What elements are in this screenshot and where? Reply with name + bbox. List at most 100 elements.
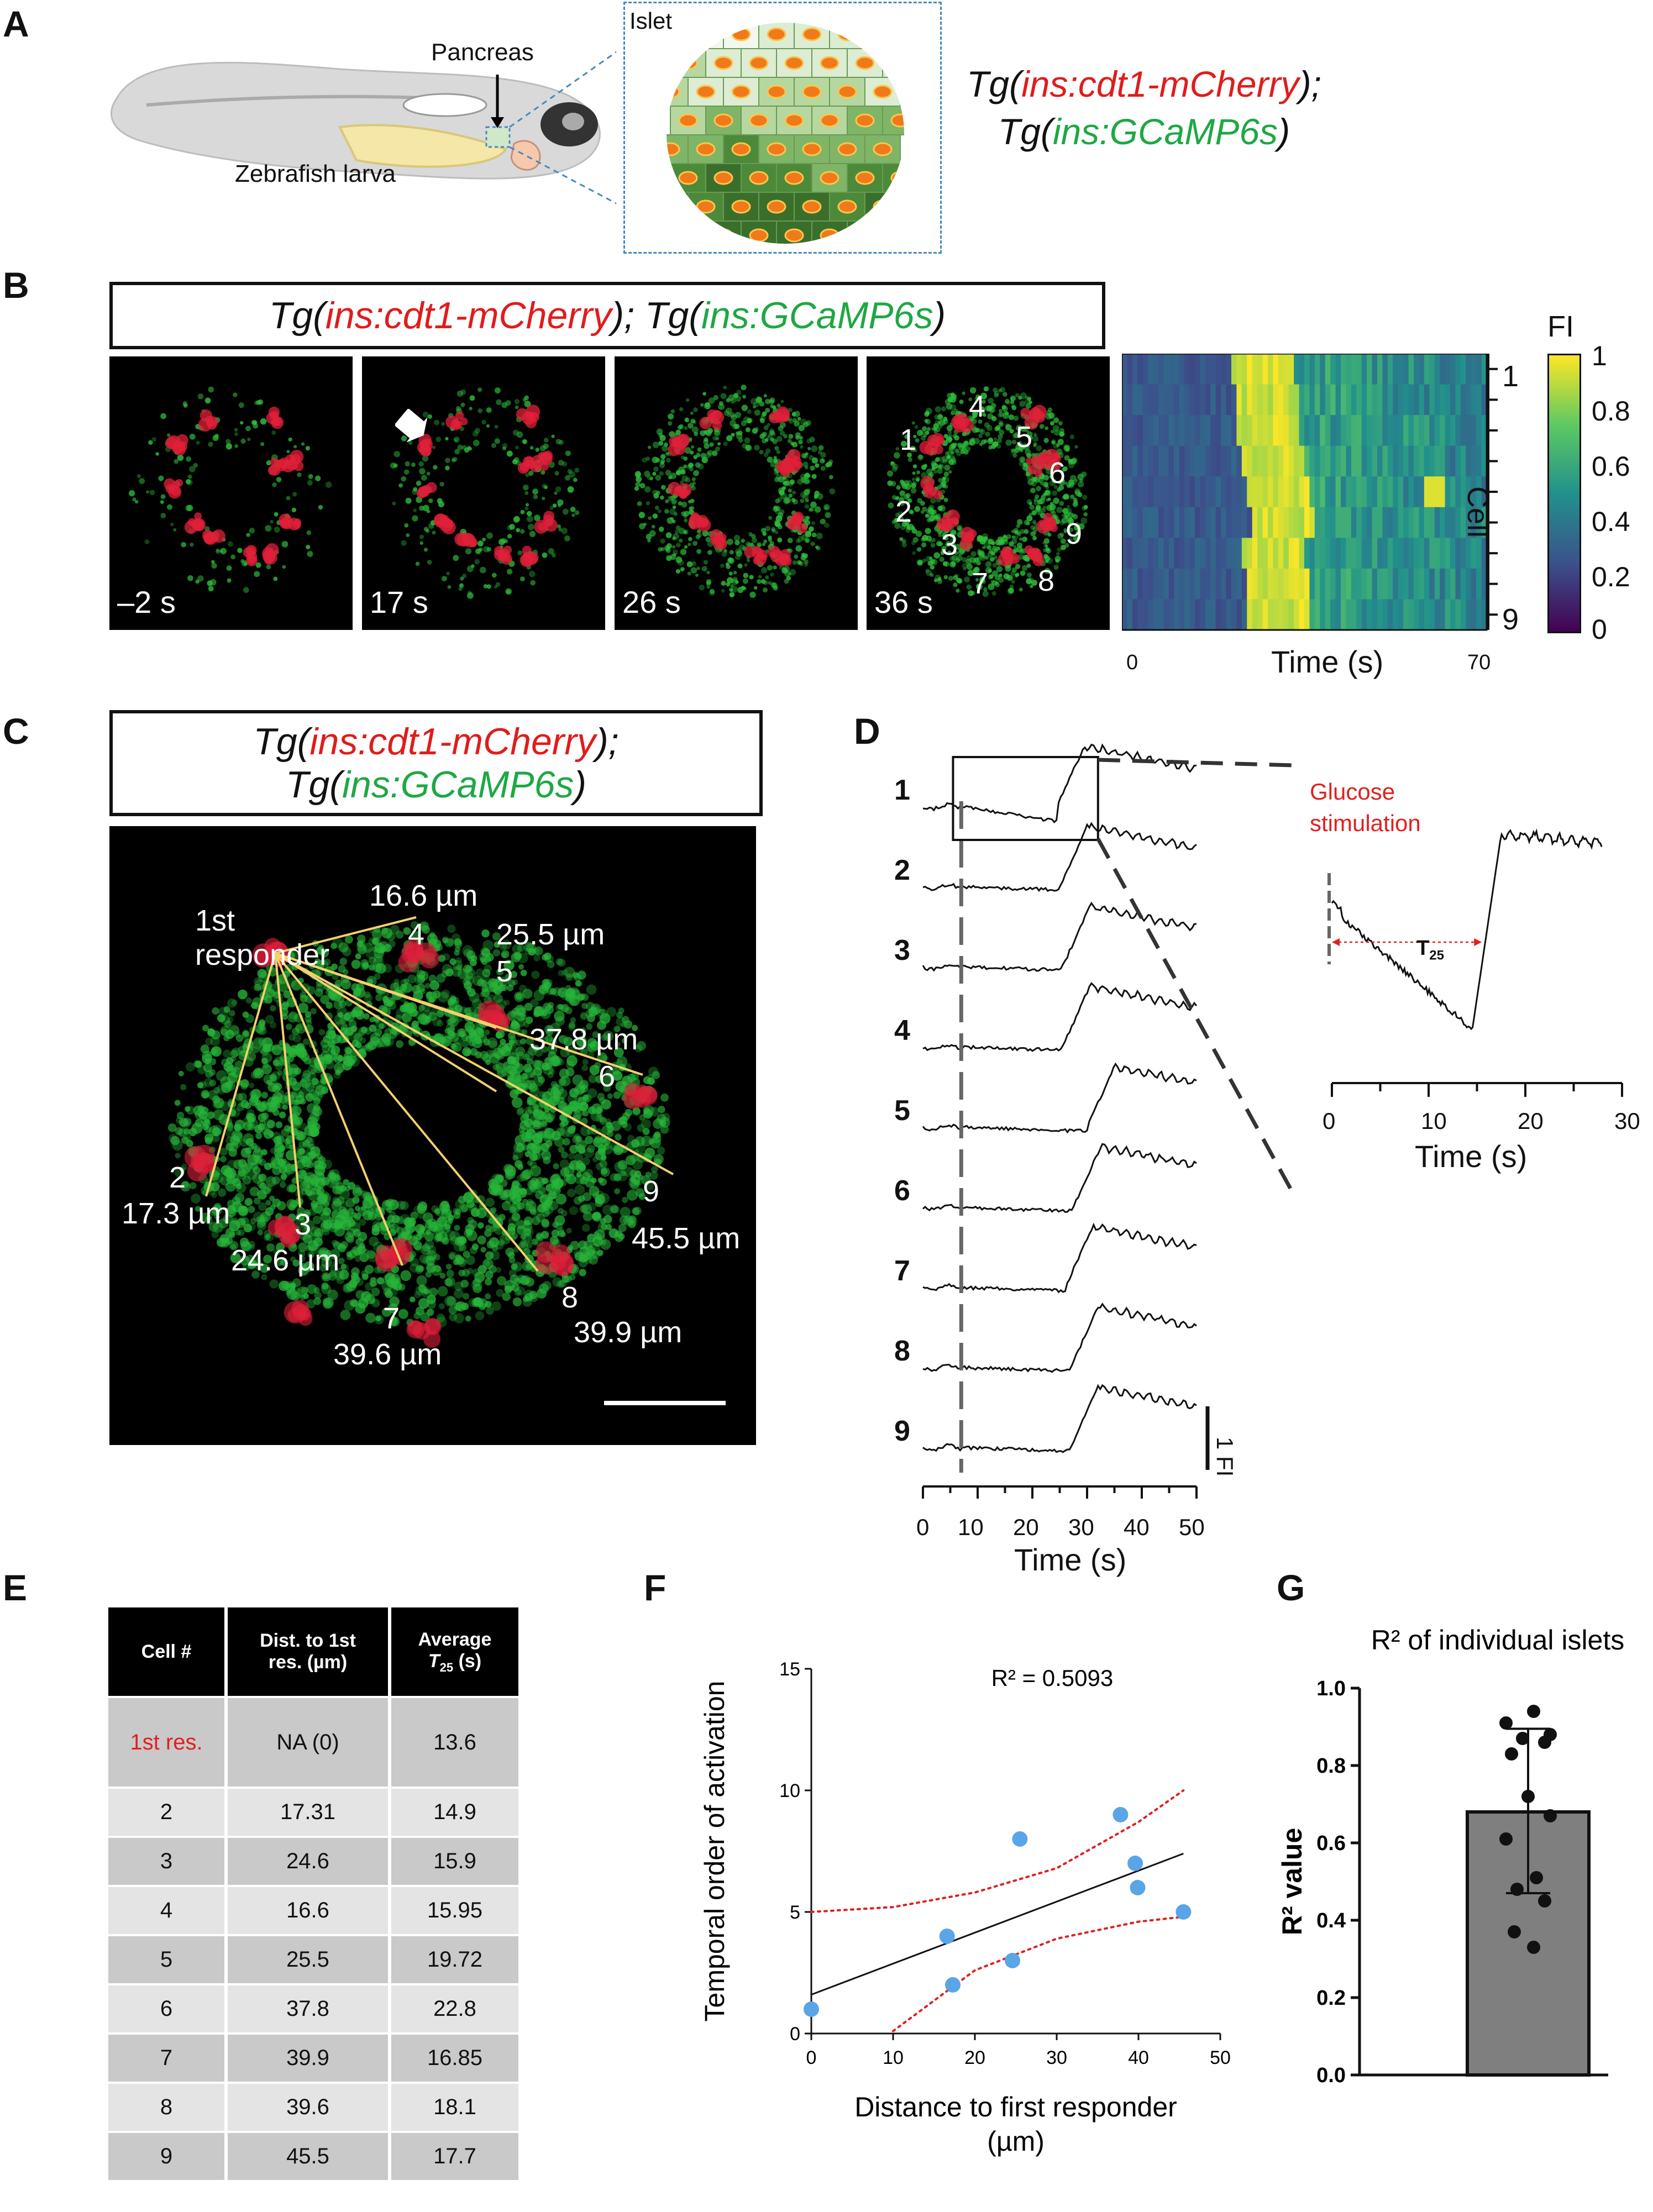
nucleus <box>731 142 751 156</box>
cell-number: 6 <box>1049 456 1066 490</box>
cell-number: 7 <box>972 567 989 600</box>
table-cell: 25.5 <box>228 1936 388 1983</box>
nucleus <box>749 228 769 243</box>
table-row: 1st res. NA (0) 13.6 <box>108 1698 518 1787</box>
zebrafish-larva-illustration <box>111 51 616 204</box>
nucleus <box>696 27 716 41</box>
y-tick-label: 5 <box>790 1902 800 1923</box>
nucleus <box>678 171 698 185</box>
data-point <box>1499 1716 1513 1730</box>
nucleus <box>667 27 680 41</box>
cell-2-number: 2 <box>169 1161 186 1194</box>
nucleus <box>820 171 839 185</box>
nucleus <box>667 85 680 99</box>
data-point <box>1530 1871 1543 1884</box>
nucleus <box>678 56 698 70</box>
panel-c-title-box: Tg(ins:cdt1-mCherry); Tg(ins:GCaMP6s) <box>109 710 763 816</box>
micrograph-frame-3: 26 s <box>615 356 858 630</box>
table-row: 8 39.6 18.1 <box>108 2084 518 2131</box>
nucleus <box>820 113 839 128</box>
nucleus <box>784 228 804 243</box>
arrow-icon <box>395 409 428 442</box>
table-row: 2 17.31 14.9 <box>108 1789 518 1836</box>
inset-x-label: Time (s) <box>1415 1139 1528 1174</box>
scatter-point <box>939 1929 955 1944</box>
panel-d-x-tick: 50 <box>1179 1514 1205 1540</box>
table-cell: 17.7 <box>391 2133 518 2180</box>
timestamp: 26 s <box>622 585 681 619</box>
panel-b-title-box: Tg(ins:cdt1-mCherry); Tg(ins:GCaMP6s) <box>109 282 1105 349</box>
y-tick-label: 0.4 <box>1316 1909 1346 1932</box>
column-header: Cell # <box>108 1607 224 1696</box>
panel-label-f: F <box>644 1567 667 1608</box>
nucleus <box>784 171 804 185</box>
table-row: 4 16.6 15.95 <box>108 1887 518 1934</box>
panel-label-d: D <box>854 711 880 752</box>
table-row: 9 45.5 17.7 <box>108 2133 518 2180</box>
table-row: 3 24.6 15.9 <box>108 1838 518 1885</box>
calcium-traces <box>922 743 1623 1499</box>
nucleus <box>802 142 822 156</box>
table-row: 5 25.5 19.72 <box>108 1936 518 1983</box>
distance-line <box>274 952 497 1092</box>
nucleus <box>873 199 893 214</box>
trace-label: 8 <box>894 1335 910 1367</box>
table-cell: 9 <box>108 2133 224 2180</box>
nucleus <box>873 85 893 99</box>
data-point <box>1505 1747 1518 1761</box>
y-tick-label: 15 <box>779 1659 800 1680</box>
r-squared-annotation: R² = 0.5093 <box>991 1665 1114 1691</box>
column-header: Average T25 (s) <box>391 1607 518 1696</box>
inset-x-tick: 0 <box>1323 1108 1336 1134</box>
table-cell: 5 <box>108 1936 224 1983</box>
panel-label-e: E <box>3 1567 28 1608</box>
calcium-trace <box>922 982 1198 1052</box>
distance-line <box>205 953 276 1197</box>
table-cell: 4 <box>108 1887 224 1934</box>
scatter-point <box>1005 1953 1021 1968</box>
panel-label-b: B <box>3 265 29 306</box>
nucleus <box>873 142 893 156</box>
scatter-point <box>1127 1856 1143 1871</box>
table-cell: 39.9 <box>228 2035 388 2082</box>
nucleus <box>731 27 751 41</box>
cell-number: 4 <box>969 390 986 423</box>
cell-5-distance: 25.5 µm <box>496 918 605 951</box>
calcium-trace <box>922 1143 1197 1213</box>
nucleus <box>731 199 751 214</box>
nucleus <box>713 171 733 185</box>
distance-line <box>274 953 403 1266</box>
nucleus <box>667 142 680 156</box>
nucleus <box>855 228 875 243</box>
zoom-connector <box>1096 838 1295 1195</box>
chart-title: R² of individual islets <box>1371 1625 1625 1656</box>
table-cell: 1st res. <box>108 1698 224 1787</box>
table-cell: 8 <box>108 2084 224 2131</box>
heatmap-x-start: 0 <box>1126 651 1138 674</box>
y-tick-label: 0.2 <box>1316 1987 1346 2010</box>
nucleus <box>767 142 786 156</box>
table-cell: NA (0) <box>228 1698 388 1787</box>
cell-4-distance: 16.6 µm <box>369 879 478 912</box>
table-cell: 7 <box>108 2035 224 2082</box>
table-row: 6 37.8 22.8 <box>108 1985 518 2032</box>
nucleus <box>696 199 716 214</box>
y-axis-label: R² value <box>1277 1828 1308 1936</box>
scale-bar <box>604 1401 726 1405</box>
panel-label-g: G <box>1277 1567 1305 1608</box>
timestamp: 17 s <box>370 585 428 619</box>
heatmap-y-tick-1: 1 <box>1502 360 1519 393</box>
trace-label: 1 <box>894 774 910 806</box>
nucleus <box>837 85 857 99</box>
x-tick-label: 40 <box>1128 2047 1149 2068</box>
nucleus <box>784 56 804 70</box>
trace-label: 6 <box>894 1175 910 1207</box>
nucleus <box>767 27 786 41</box>
table-cell: 15.9 <box>391 1838 518 1885</box>
panel-d-x-tick: 0 <box>916 1514 930 1540</box>
zoom-connector <box>1098 758 1294 768</box>
data-point <box>1527 1705 1540 1718</box>
cell-7-number: 7 <box>383 1302 400 1335</box>
data-point <box>1544 1809 1557 1822</box>
calcium-trace <box>922 822 1197 892</box>
